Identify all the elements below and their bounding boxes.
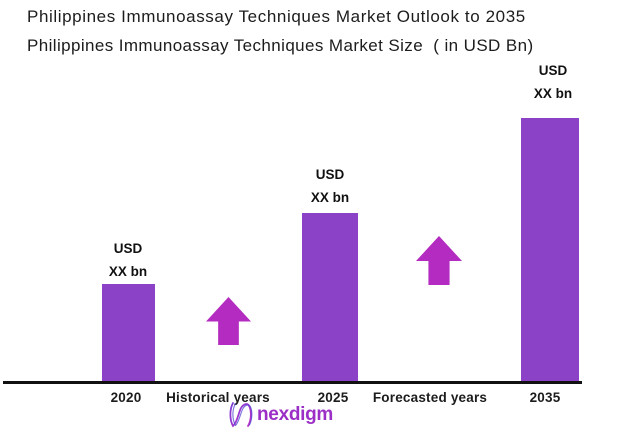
x-tick-2025: 2025	[317, 390, 349, 405]
value-label-2035-line2: XX bn	[533, 86, 573, 101]
value-label-2025-line1: USD	[315, 167, 345, 182]
nexdigm-wave-n-icon	[229, 402, 253, 428]
bar-2035	[521, 118, 579, 382]
growth-up-arrow-icon	[206, 297, 251, 345]
value-label-2020-line1: USD	[113, 241, 143, 256]
value-label-2035-line1: USD	[538, 63, 568, 78]
value-label-2020-line2: XX bn	[108, 264, 148, 279]
value-label-2025: USD XX bn	[285, 163, 375, 209]
bar-2020	[102, 284, 155, 382]
nexdigm-wordmark: nexdigm	[257, 403, 334, 425]
x-annotation-forecasted-years: Forecasted years	[372, 390, 488, 405]
x-tick-2035: 2035	[529, 390, 561, 405]
value-label-2035: USD XX bn	[508, 59, 598, 105]
x-tick-2020: 2020	[110, 390, 142, 405]
chart-title: Philippines Immunoassay Techniques Marke…	[27, 7, 526, 26]
nexdigm-logo: nexdigm	[229, 401, 333, 428]
growth-up-arrow-icon	[416, 236, 462, 285]
value-label-2020: USD XX bn	[83, 237, 173, 283]
chart-subtitle: Philippines Immunoassay Techniques Marke…	[27, 36, 534, 55]
x-axis-line	[3, 381, 582, 384]
value-label-2025-line2: XX bn	[310, 190, 350, 205]
x-annotation-historical-years: Historical years	[166, 390, 270, 405]
bar-2025	[302, 213, 358, 382]
